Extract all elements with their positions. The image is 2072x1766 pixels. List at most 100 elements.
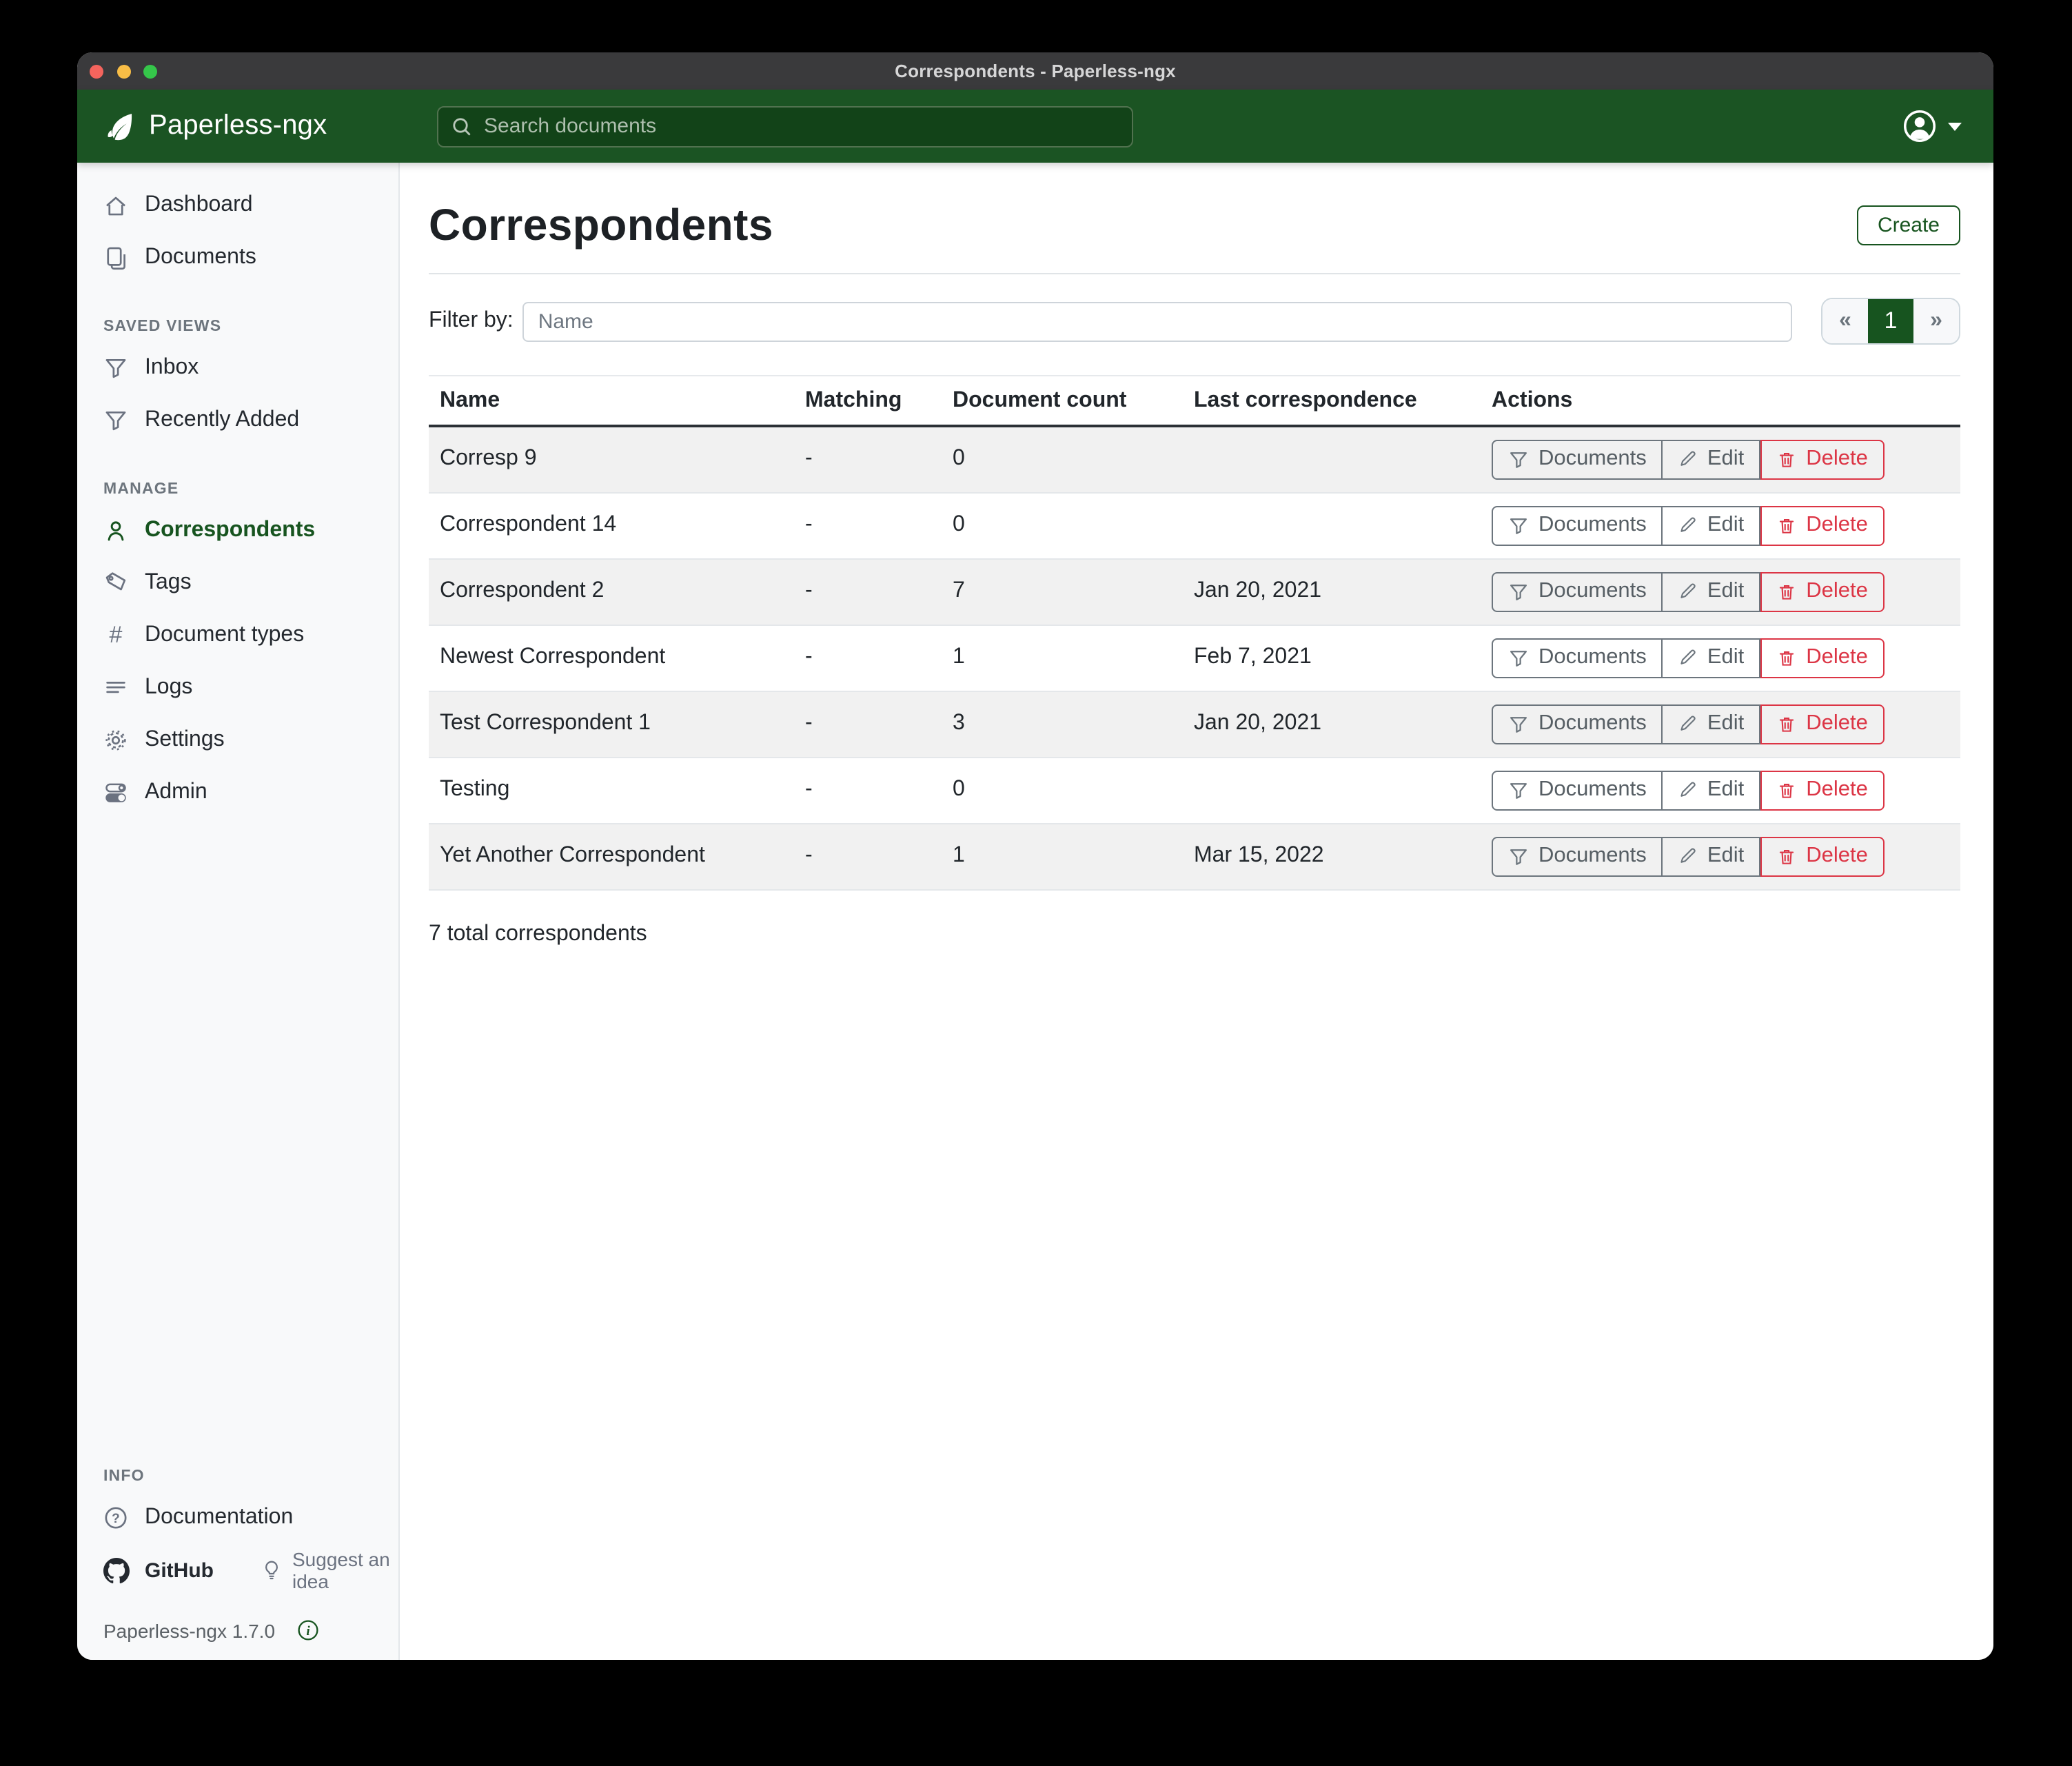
- edit-button-label: Edit: [1707, 513, 1745, 536]
- correspondent-last-correspondence: Jan 20, 2021: [1194, 579, 1322, 602]
- delete-button-label: Delete: [1806, 645, 1868, 669]
- filter-funnel-icon: [103, 408, 128, 433]
- pagination-page-1[interactable]: 1: [1868, 299, 1913, 343]
- column-header-matching[interactable]: Matching: [794, 376, 942, 427]
- delete-button[interactable]: Delete: [1760, 704, 1885, 744]
- sidebar-item-label: Correspondents: [145, 518, 316, 542]
- documents-button[interactable]: Documents: [1492, 505, 1663, 545]
- sidebar-item-documents[interactable]: Documents: [77, 232, 398, 284]
- chevron-down-icon: [1948, 122, 1962, 130]
- window-title: Correspondents - Paperless-ngx: [895, 61, 1176, 81]
- toggles-icon: [103, 780, 128, 805]
- sidebar-item-documentation[interactable]: ? Documentation: [77, 1492, 398, 1544]
- log-lines-icon: [103, 676, 128, 700]
- minimize-window-icon[interactable]: [116, 65, 130, 79]
- documents-button-label: Documents: [1538, 579, 1647, 602]
- sidebar-item-tags[interactable]: Tags: [77, 557, 398, 609]
- delete-button-label: Delete: [1806, 778, 1868, 801]
- sidebar-item-label: Logs: [145, 676, 193, 699]
- sidebar-item-admin[interactable]: Admin: [77, 767, 398, 819]
- edit-button[interactable]: Edit: [1663, 505, 1761, 545]
- edit-button[interactable]: Edit: [1663, 770, 1761, 810]
- create-button[interactable]: Create: [1856, 205, 1960, 245]
- delete-button[interactable]: Delete: [1760, 770, 1885, 810]
- correspondent-matching: -: [805, 778, 813, 801]
- correspondent-last-correspondence: Mar 15, 2022: [1194, 844, 1324, 867]
- documents-button[interactable]: Documents: [1492, 836, 1663, 876]
- correspondent-name: Correspondent 2: [440, 579, 605, 602]
- sidebar-item-github[interactable]: GitHub: [77, 1544, 214, 1596]
- maximize-window-icon[interactable]: [143, 65, 157, 79]
- delete-button[interactable]: Delete: [1760, 571, 1885, 611]
- actions-cell: Documents Edit Del: [1481, 558, 1960, 625]
- edit-button[interactable]: Edit: [1663, 439, 1761, 480]
- edit-button-label: Edit: [1707, 844, 1745, 867]
- main-content: Correspondents Create Filter by: « 1 »: [400, 163, 1993, 1660]
- edit-button[interactable]: Edit: [1663, 704, 1761, 744]
- actions-cell: Documents Edit Del: [1481, 691, 1960, 757]
- edit-button[interactable]: Edit: [1663, 836, 1761, 876]
- sidebar-item-dashboard[interactable]: Dashboard: [77, 179, 398, 232]
- sidebar-item-logs[interactable]: Logs: [77, 662, 398, 714]
- documents-button-label: Documents: [1538, 447, 1647, 471]
- documents-button[interactable]: Documents: [1492, 571, 1663, 611]
- filter-funnel-icon: [1508, 713, 1529, 734]
- correspondent-matching: -: [805, 711, 813, 735]
- correspondent-name: Testing: [440, 778, 510, 801]
- paperless-leaf-logo-icon: [103, 110, 136, 143]
- search-input[interactable]: [484, 114, 1119, 138]
- saved-views-header: SAVED VIEWS: [103, 318, 222, 335]
- documents-button-label: Documents: [1538, 645, 1647, 669]
- correspondent-matching: -: [805, 579, 813, 602]
- global-search[interactable]: [437, 105, 1133, 147]
- sidebar-item-recently-added[interactable]: Recently Added: [77, 394, 398, 447]
- info-circle-icon[interactable]: i: [296, 1618, 319, 1642]
- delete-button[interactable]: Delete: [1760, 638, 1885, 678]
- actions-cell: Documents Edit Del: [1481, 757, 1960, 823]
- correspondent-doc-count: 0: [953, 513, 965, 536]
- sidebar-item-label: Documentation: [145, 1505, 294, 1529]
- sidebar-item-document-types[interactable]: # Document types: [77, 609, 398, 662]
- user-menu[interactable]: [1902, 109, 1993, 143]
- documents-button[interactable]: Documents: [1492, 770, 1663, 810]
- close-window-icon[interactable]: [90, 65, 103, 79]
- correspondent-last-correspondence: [1183, 492, 1481, 558]
- brand[interactable]: Paperless-ngx: [77, 110, 400, 143]
- actions-cell: Documents Edit Del: [1481, 426, 1960, 492]
- sidebar-item-label: Recently Added: [145, 408, 300, 432]
- sidebar-item-suggest-idea[interactable]: Suggest an idea: [261, 1544, 398, 1596]
- trash-icon: [1777, 647, 1796, 668]
- edit-button[interactable]: Edit: [1663, 638, 1761, 678]
- pencil-icon: [1678, 582, 1698, 601]
- home-icon: [103, 193, 128, 218]
- sidebar-item-correspondents[interactable]: Correspondents: [77, 505, 398, 557]
- correspondent-matching: -: [805, 447, 813, 471]
- column-header-document-count[interactable]: Document count: [942, 376, 1183, 427]
- pagination-next-button[interactable]: »: [1913, 299, 1959, 343]
- delete-button[interactable]: Delete: [1760, 505, 1885, 545]
- edit-button[interactable]: Edit: [1663, 571, 1761, 611]
- trash-icon: [1777, 515, 1796, 536]
- table-row: Correspondent 14 - 0 Documents: [429, 492, 1960, 558]
- column-header-last-correspondence[interactable]: Last correspondence: [1183, 376, 1481, 427]
- sidebar-item-label: Tags: [145, 571, 192, 594]
- documents-button[interactable]: Documents: [1492, 704, 1663, 744]
- column-header-name[interactable]: Name: [429, 376, 794, 427]
- delete-button[interactable]: Delete: [1760, 439, 1885, 480]
- correspondent-doc-count: 1: [953, 844, 965, 867]
- trash-icon: [1777, 449, 1796, 470]
- pagination-prev-button[interactable]: «: [1822, 299, 1868, 343]
- pagination: « 1 »: [1821, 298, 1960, 345]
- sidebar-item-label: Suggest an idea: [292, 1548, 390, 1592]
- sidebar-item-inbox[interactable]: Inbox: [77, 342, 398, 394]
- sidebar: Dashboard Documents SAVED VIEWS: [77, 163, 400, 1660]
- documents-button[interactable]: Documents: [1492, 439, 1663, 480]
- traffic-lights: [90, 65, 157, 79]
- documents-button-label: Documents: [1538, 778, 1647, 801]
- sidebar-item-settings[interactable]: Settings: [77, 714, 398, 767]
- trash-icon: [1777, 846, 1796, 866]
- documents-button[interactable]: Documents: [1492, 638, 1663, 678]
- name-filter-input[interactable]: [522, 301, 1793, 341]
- delete-button[interactable]: Delete: [1760, 836, 1885, 876]
- documents-button-label: Documents: [1538, 711, 1647, 735]
